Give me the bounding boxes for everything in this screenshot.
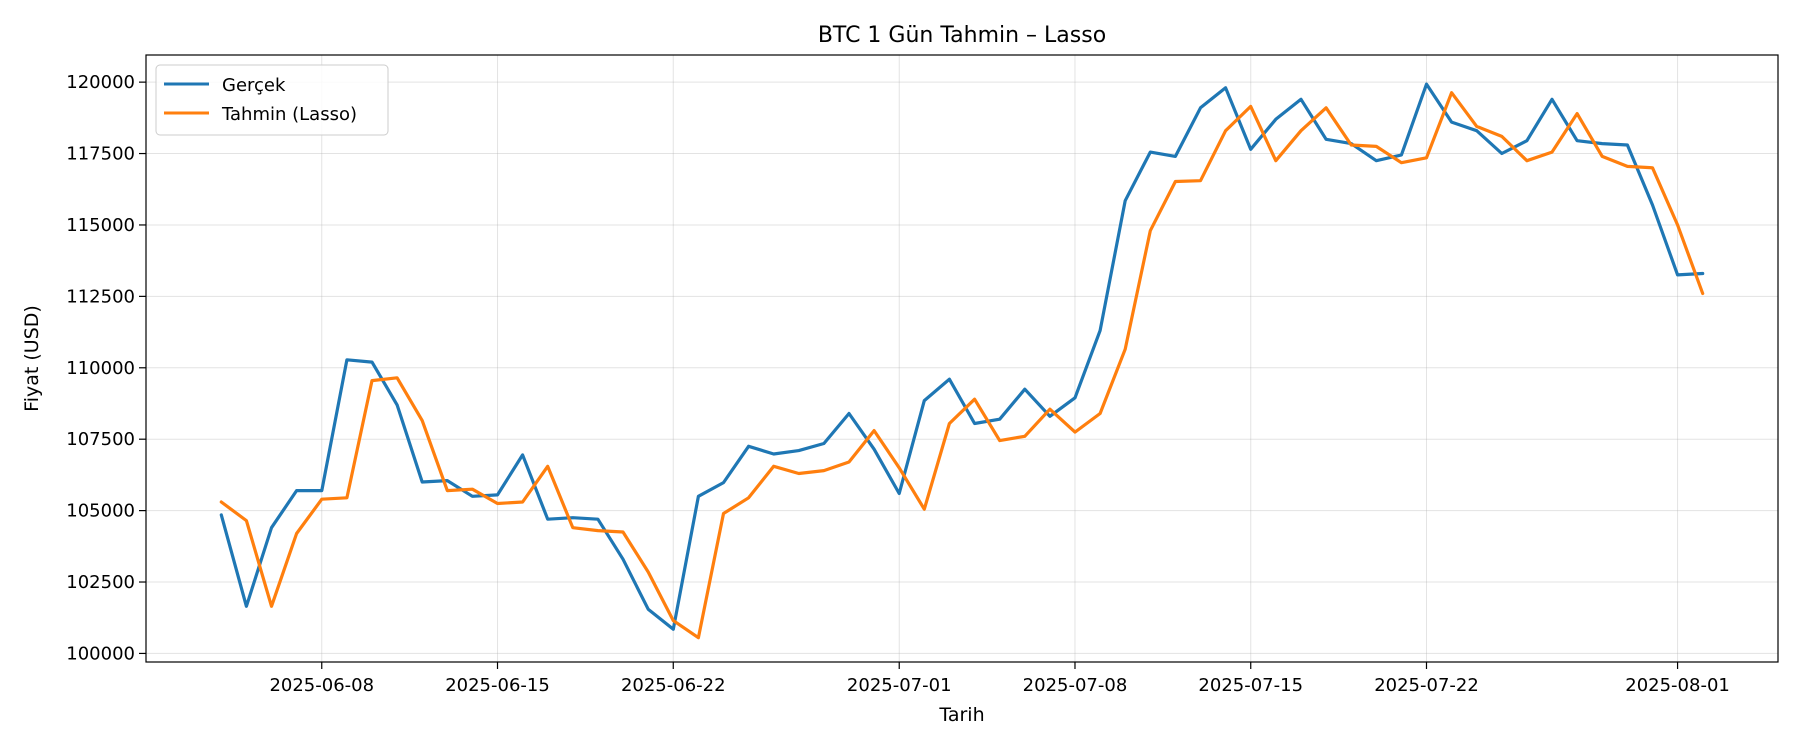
series-layer xyxy=(219,82,1705,640)
y-tick-label: 115000 xyxy=(66,215,135,236)
x-tick-label: 2025-06-15 xyxy=(445,675,550,696)
series-line-tahmin xyxy=(219,91,1705,640)
x-tick-label: 2025-08-01 xyxy=(1625,675,1730,696)
y-axis-label: Fiyat (USD) xyxy=(21,305,43,412)
x-tick-label: 2025-07-08 xyxy=(1023,675,1128,696)
y-tick-label: 120000 xyxy=(66,72,135,93)
legend-box xyxy=(155,64,389,136)
series-line-gercek xyxy=(219,82,1705,631)
y-tick-label: 117500 xyxy=(66,144,135,165)
tick-layer: 100000 102500 105000 107500 110000 112500 1150… xyxy=(66,72,1730,696)
x-tick-label: 2025-07-01 xyxy=(847,675,952,696)
legend: Gerçek Tahmin (Lasso) xyxy=(155,64,389,136)
x-tick-label: 2025-06-08 xyxy=(269,675,374,696)
y-tick-label: 112500 xyxy=(66,286,135,307)
y-tick-label: 105000 xyxy=(66,501,135,522)
legend-label-tahmin: Tahmin (Lasso) xyxy=(221,104,357,125)
plot-frame xyxy=(145,54,1779,663)
y-tick-label: 102500 xyxy=(66,572,135,593)
y-tick-label: 107500 xyxy=(66,429,135,450)
grid-layer xyxy=(146,55,1778,662)
x-tick-label: 2025-06-22 xyxy=(621,675,726,696)
legend-label-gercek: Gerçek xyxy=(222,75,286,96)
x-tick-label: 2025-07-22 xyxy=(1374,675,1479,696)
x-tick-label: 2025-07-15 xyxy=(1198,675,1303,696)
chart-title: BTC 1 Gün Tahmin – Lasso xyxy=(818,23,1106,48)
x-axis-label: Tarih xyxy=(938,704,984,726)
y-tick-label: 110000 xyxy=(66,358,135,379)
y-tick-label: 100000 xyxy=(66,643,135,664)
